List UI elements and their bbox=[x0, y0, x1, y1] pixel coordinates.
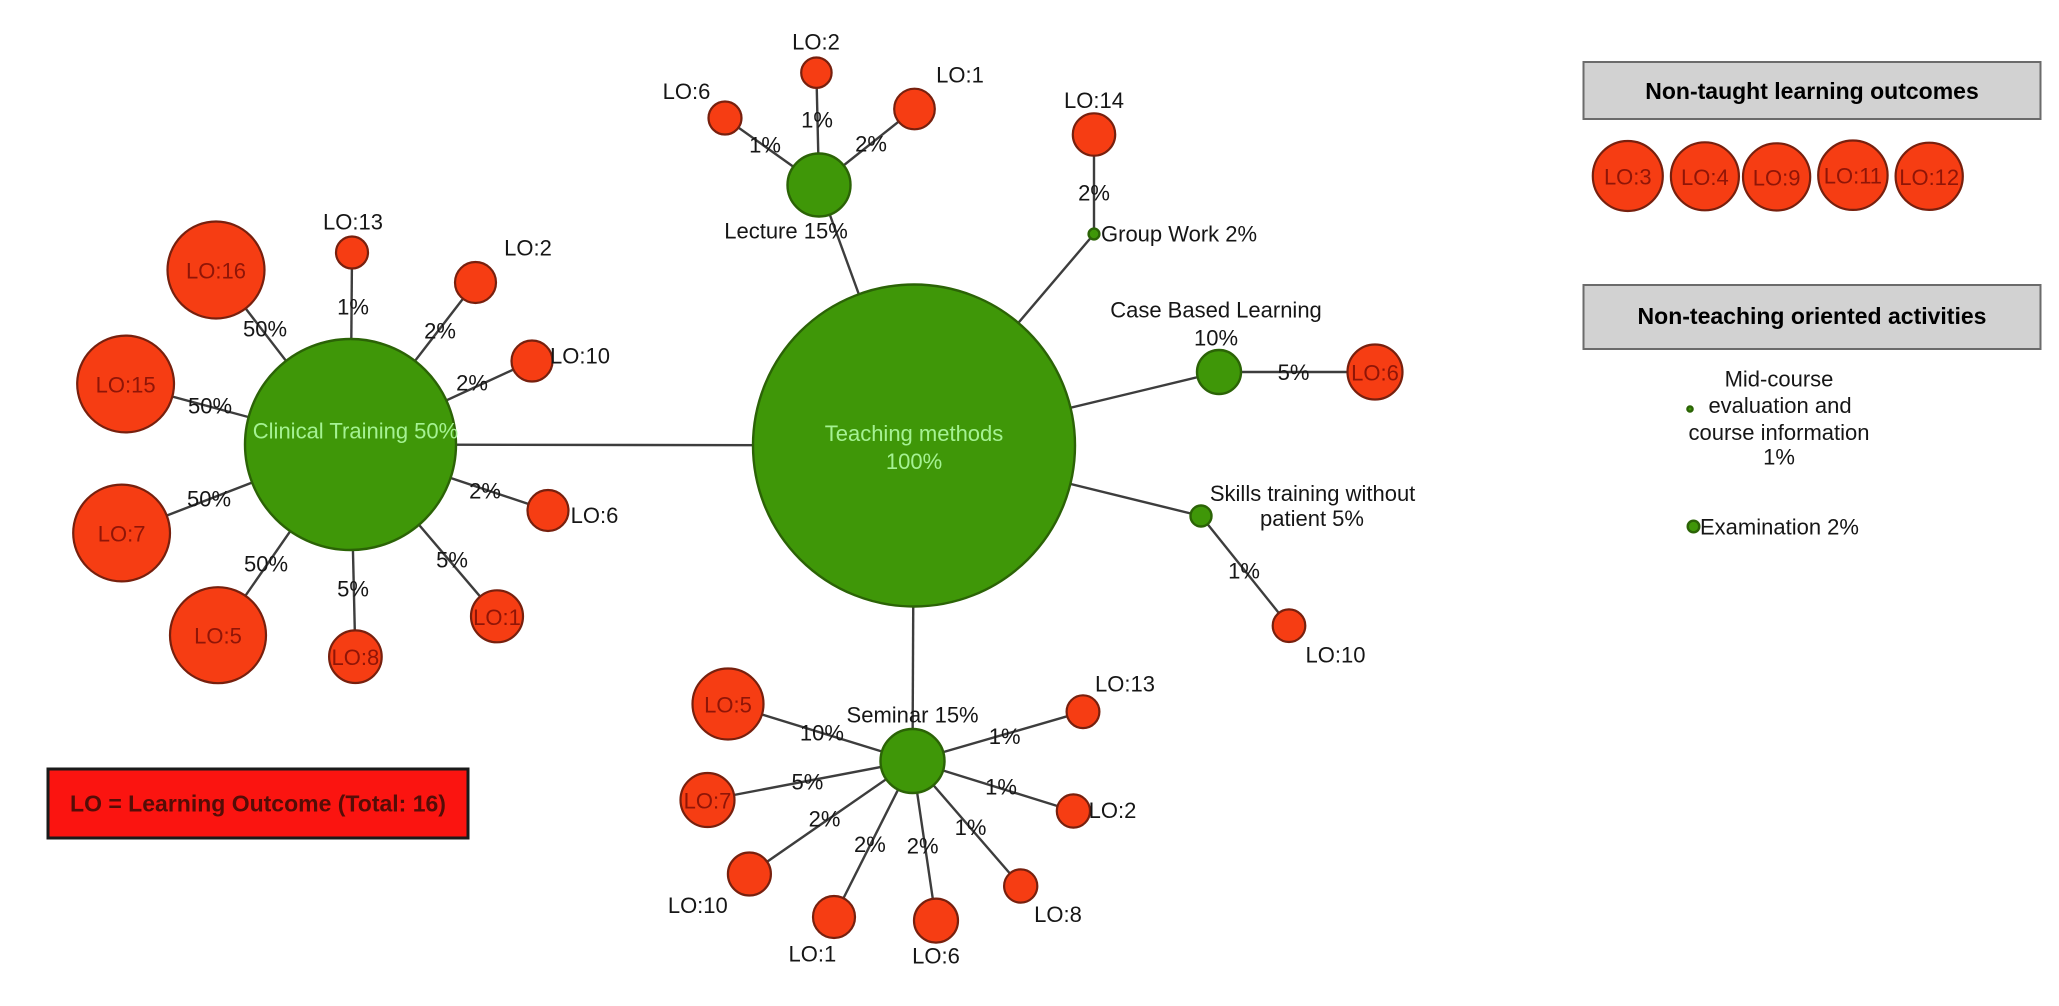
svg-text:10%: 10% bbox=[1194, 325, 1238, 350]
svg-text:evaluation and: evaluation and bbox=[1708, 393, 1851, 418]
svg-text:patient 5%: patient 5% bbox=[1260, 506, 1364, 531]
svg-text:LO:6: LO:6 bbox=[912, 944, 960, 969]
svg-text:LO:12: LO:12 bbox=[1899, 165, 1959, 190]
svg-text:1%: 1% bbox=[985, 774, 1017, 799]
svg-text:2%: 2% bbox=[456, 371, 488, 396]
svg-text:2%: 2% bbox=[1078, 181, 1110, 206]
svg-text:LO:8: LO:8 bbox=[332, 645, 380, 670]
svg-text:Lecture 15%: Lecture 15% bbox=[724, 219, 848, 244]
svg-text:LO:2: LO:2 bbox=[1089, 798, 1137, 823]
svg-text:2%: 2% bbox=[424, 319, 456, 344]
svg-text:LO:15: LO:15 bbox=[96, 373, 156, 398]
svg-text:Examination 2%: Examination 2% bbox=[1700, 515, 1859, 540]
svg-text:LO:16: LO:16 bbox=[186, 259, 246, 284]
svg-text:2%: 2% bbox=[855, 132, 887, 157]
svg-text:50%: 50% bbox=[244, 552, 288, 577]
svg-text:1%: 1% bbox=[749, 133, 781, 158]
svg-text:50%: 50% bbox=[187, 487, 231, 512]
svg-text:Mid-course: Mid-course bbox=[1725, 367, 1834, 392]
svg-text:2%: 2% bbox=[469, 479, 501, 504]
svg-text:LO:14: LO:14 bbox=[1064, 88, 1124, 113]
svg-text:LO:1: LO:1 bbox=[936, 63, 984, 88]
svg-text:5%: 5% bbox=[792, 769, 824, 794]
svg-text:LO:1: LO:1 bbox=[789, 941, 837, 966]
svg-text:2%: 2% bbox=[907, 833, 939, 858]
svg-text:Group Work 2%: Group Work 2% bbox=[1101, 222, 1257, 247]
svg-text:LO = Learning Outcome (Total:: LO = Learning Outcome (Total: 16) bbox=[70, 791, 446, 817]
svg-text:50%: 50% bbox=[188, 394, 232, 419]
svg-text:Non-taught learning outcomes: Non-taught learning outcomes bbox=[1645, 78, 1979, 104]
svg-text:1%: 1% bbox=[955, 815, 987, 840]
svg-text:2%: 2% bbox=[854, 832, 886, 857]
svg-text:LO:10: LO:10 bbox=[550, 344, 610, 369]
svg-text:Seminar 15%: Seminar 15% bbox=[847, 702, 979, 727]
svg-text:LO:4: LO:4 bbox=[1681, 165, 1729, 190]
svg-text:1%: 1% bbox=[801, 108, 833, 133]
svg-text:5%: 5% bbox=[337, 577, 369, 602]
svg-text:5%: 5% bbox=[436, 548, 468, 573]
svg-text:5%: 5% bbox=[1278, 360, 1310, 385]
svg-text:LO:7: LO:7 bbox=[98, 522, 146, 547]
svg-text:LO:13: LO:13 bbox=[1095, 672, 1155, 697]
svg-text:LO:6: LO:6 bbox=[1351, 361, 1399, 386]
svg-text:100%: 100% bbox=[886, 449, 942, 474]
svg-text:LO:13: LO:13 bbox=[323, 210, 383, 235]
svg-text:1%: 1% bbox=[1228, 559, 1260, 584]
svg-text:LO:1: LO:1 bbox=[473, 605, 521, 630]
svg-text:course information: course information bbox=[1689, 420, 1870, 445]
svg-text:LO:5: LO:5 bbox=[194, 624, 242, 649]
svg-text:Non-teaching oriented activiti: Non-teaching oriented activities bbox=[1638, 303, 1987, 329]
svg-text:Teaching methods: Teaching methods bbox=[825, 421, 1004, 446]
svg-text:LO:3: LO:3 bbox=[1604, 165, 1652, 190]
svg-text:LO:2: LO:2 bbox=[792, 30, 840, 55]
svg-text:LO:10: LO:10 bbox=[1306, 643, 1366, 668]
svg-text:1%: 1% bbox=[989, 724, 1021, 749]
svg-text:LO:9: LO:9 bbox=[1753, 165, 1801, 190]
svg-text:Case Based Learning: Case Based Learning bbox=[1110, 297, 1322, 322]
svg-text:50%: 50% bbox=[243, 317, 287, 342]
svg-text:LO:7: LO:7 bbox=[684, 789, 732, 814]
svg-text:LO:6: LO:6 bbox=[571, 503, 619, 528]
svg-text:LO:2: LO:2 bbox=[504, 236, 552, 261]
svg-text:Clinical Training 50%: Clinical Training 50% bbox=[253, 419, 458, 444]
svg-text:LO:6: LO:6 bbox=[663, 79, 711, 104]
svg-text:10%: 10% bbox=[800, 721, 844, 746]
svg-text:LO:8: LO:8 bbox=[1034, 902, 1082, 927]
svg-text:Skills training without: Skills training without bbox=[1210, 481, 1415, 506]
svg-text:1%: 1% bbox=[337, 295, 369, 320]
svg-text:LO:10: LO:10 bbox=[668, 893, 728, 918]
svg-text:LO:5: LO:5 bbox=[704, 693, 752, 718]
svg-text:1%: 1% bbox=[1763, 445, 1795, 470]
svg-text:2%: 2% bbox=[809, 806, 841, 831]
svg-text:LO:11: LO:11 bbox=[1824, 164, 1882, 189]
